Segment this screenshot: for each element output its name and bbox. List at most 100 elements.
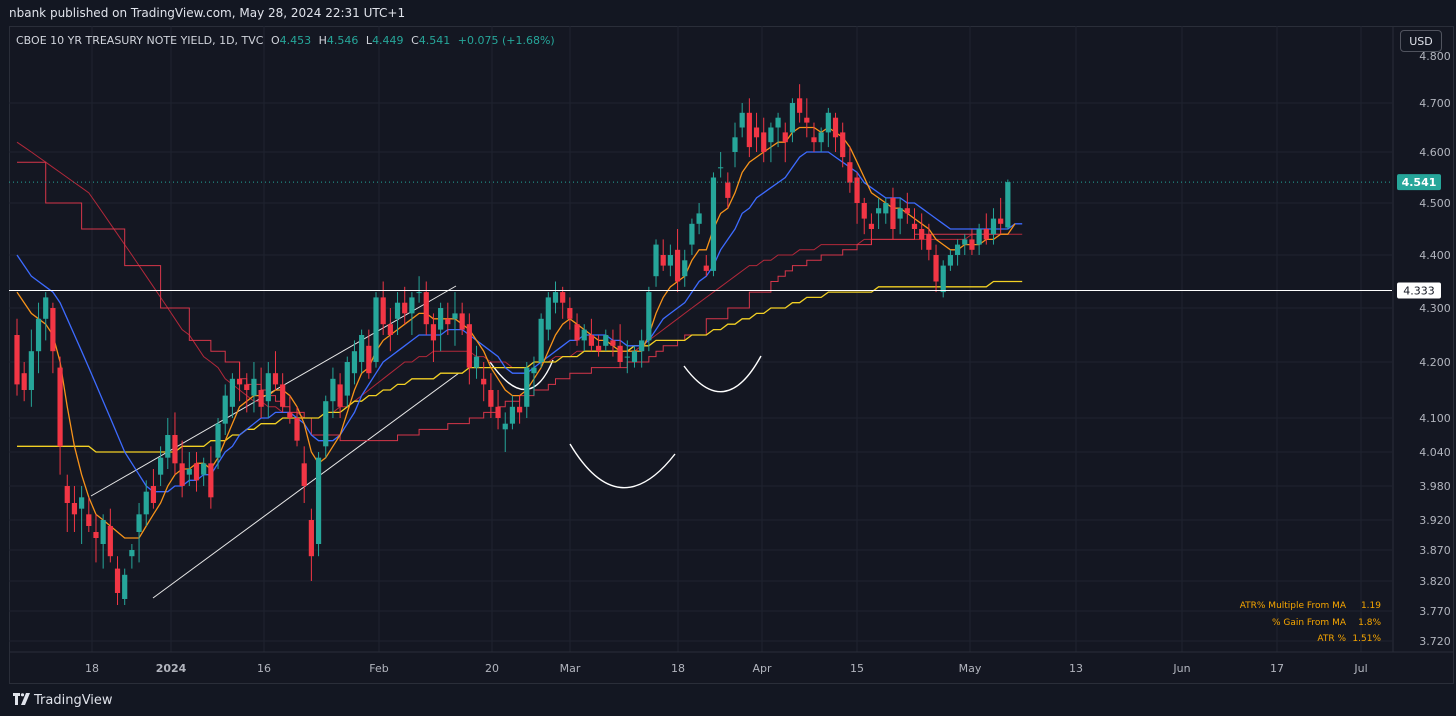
candle [876,197,882,229]
published-text: nbank published on TradingView.com, May … [9,6,406,20]
candle [215,418,221,469]
y-tick-label: 4.200 [1419,356,1451,369]
candle [330,367,336,418]
band-stepped-line [17,161,1008,442]
chart-canvas[interactable]: 4.800 4.700 4.600 4.500 4.400 4.300 4.200 4.100… [9,26,1454,684]
candle-body [93,532,99,538]
candle [603,329,609,352]
candle-body [775,117,781,128]
x-tick-label: Mar [560,662,581,675]
stat-value: 1.51% [1352,634,1381,644]
x-tick-label: 15 [850,662,864,675]
candle-body [495,406,501,418]
candle [258,367,264,418]
candle [287,395,293,424]
candle-body [488,390,494,407]
candle-body [789,103,796,133]
candle-body [552,292,559,303]
candle [86,497,92,532]
candle-body [50,308,56,352]
candle [639,329,645,368]
currency-button[interactable]: USD [1400,30,1442,52]
horizontal-line[interactable] [9,181,1392,292]
candle-body [143,491,149,515]
low-value: 4.449 [372,34,404,47]
y-axis[interactable]: 4.800 4.700 4.600 4.500 4.400 4.300 4.200 4.100… [1392,26,1451,652]
candle-body [674,249,681,282]
arc-left-shoulder[interactable] [489,359,554,391]
candle [703,255,709,277]
candle-body [172,435,178,464]
arc-head[interactable] [569,443,676,489]
candle-body [624,356,630,358]
candle-body [473,356,480,368]
candle-body [631,351,638,362]
footer-brand[interactable]: TradingView [34,693,113,708]
stat-label: ATR% Multiple From MA [1239,601,1346,611]
candle [71,486,78,532]
x-axis[interactable]: 18 2024 16 Feb 20 Mar 18 Apr 15 May 13 Jun 17 Jul [9,651,1454,675]
candle [473,345,480,379]
candle-body [947,255,953,266]
candle-body [409,297,415,314]
candle-body [100,520,106,544]
candle [79,486,85,544]
candle [129,544,135,569]
candle [825,107,831,148]
candle-body [57,367,63,447]
candle [136,503,142,563]
candle [990,208,997,245]
candle-body [883,203,889,214]
candle [301,446,307,503]
x-tick-label: 16 [257,662,271,675]
candle [538,313,544,368]
candle [344,356,350,407]
candle [710,172,717,277]
tradingview-logo-icon[interactable] [13,693,31,709]
candle-body [782,132,788,143]
candle-body [373,297,379,362]
candle [244,373,250,413]
candle [768,122,774,163]
candle-body [416,292,422,294]
y-tick-label: 4.100 [1419,412,1451,425]
candle [308,508,314,581]
y-tick-label: 4.300 [1419,302,1451,315]
candle-body [14,335,20,385]
candle [610,329,616,357]
candle-body [911,223,918,229]
candle [351,340,358,385]
hline-price-badge-text: 4.333 [1403,285,1435,298]
candle-body [509,406,516,424]
high-value: 4.546 [326,34,359,47]
candle-body [222,395,228,424]
candle-body [201,463,207,475]
candle-body [114,568,121,593]
candle [883,197,889,224]
candle [272,351,279,390]
candle [581,324,587,352]
candle-body [653,244,659,277]
candle [509,395,516,430]
candle-body [904,208,910,214]
stat-value: 1.19 [1360,601,1381,611]
candle-body [646,292,652,341]
candle-body [768,127,774,143]
candle-body [610,340,616,346]
candle-body [847,162,853,183]
candle [797,84,803,123]
y-tick-label: 4.700 [1419,97,1451,110]
candle [868,213,875,245]
candle [660,239,666,271]
candle-body [258,390,264,407]
candle [782,122,788,163]
candle [646,286,652,352]
candle-body [969,239,975,250]
x-tick-label: 18 [85,662,99,675]
y-tick-label: 3.870 [1419,544,1451,557]
candle [761,117,767,163]
candle-body [265,373,271,402]
arc-right-shoulder[interactable] [683,355,762,393]
candle [588,318,594,352]
symbol-legend: CBOE 10 YR TREASURY NOTE YIELD, 1D, TVC … [16,34,555,47]
